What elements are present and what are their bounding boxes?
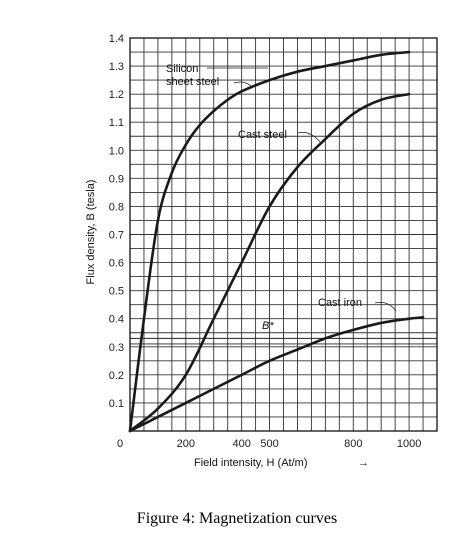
curves bbox=[128, 50, 425, 433]
label-sheet-steel: sheet steel bbox=[166, 76, 219, 88]
tick-labels: 0.1 0.2 0.3 0.4 0.5 0.6 0.7 0.8 0.9 1.0 1.1 1.2 1.3 1… bbox=[109, 33, 422, 450]
x-axis-arrow: → bbox=[358, 457, 369, 469]
x-tick-label: 0 bbox=[117, 438, 123, 450]
y-tick-label: 1.2 bbox=[109, 89, 124, 101]
curve-cast-iron bbox=[128, 316, 425, 433]
x-tick-label: 1000 bbox=[397, 438, 421, 450]
label-silicon: Silicon bbox=[166, 63, 198, 75]
y-tick-label: 1.1 bbox=[109, 117, 124, 129]
y-tick-label: 0.7 bbox=[109, 230, 124, 242]
y-tick-label: 0.1 bbox=[109, 398, 124, 410]
y-tick-label: 0.2 bbox=[109, 370, 124, 382]
x-tick-label: 500 bbox=[260, 438, 278, 450]
y-tick-label: 1.4 bbox=[109, 33, 124, 45]
y-tick-label: 0.9 bbox=[109, 173, 124, 185]
curve-silicon-sheet-steel bbox=[128, 50, 411, 433]
reference-lines bbox=[130, 337, 437, 345]
plot-border bbox=[129, 37, 438, 432]
leader-cast-iron bbox=[374, 301, 397, 312]
y-tick-label: 0.8 bbox=[109, 201, 124, 213]
y-tick-label: 0.3 bbox=[109, 342, 124, 354]
curve-cast-steel bbox=[128, 92, 411, 433]
label-cast-steel: Cast steel bbox=[238, 129, 287, 141]
x-tick-label: 200 bbox=[177, 438, 195, 450]
y-tick-label: 1.0 bbox=[109, 145, 124, 157]
x-axis-title: Field intensity, H (At/m) bbox=[194, 457, 308, 469]
leader-cast-steel bbox=[297, 132, 321, 143]
leader-sheet-steel bbox=[233, 81, 252, 87]
x-tick-label: 400 bbox=[232, 438, 250, 450]
figure-caption: Figure 4: Magnetization curves bbox=[136, 510, 338, 527]
y-tick-label: 0.5 bbox=[109, 286, 124, 298]
y-tick-label: 0.6 bbox=[109, 258, 124, 270]
label-cast-iron: Cast iron bbox=[318, 297, 362, 309]
y-axis-title: Flux density, B (tesla) bbox=[85, 180, 97, 285]
annotation-b-star: B* bbox=[262, 320, 274, 332]
y-tick-label: 0.4 bbox=[109, 314, 124, 326]
x-tick-label: 800 bbox=[344, 438, 362, 450]
y-tick-label: 1.3 bbox=[109, 61, 124, 73]
magnetization-chart: 0.1 0.2 0.3 0.4 0.5 0.6 0.7 0.8 0.9 1.0 1.1 1.2 1.3 1… bbox=[85, 33, 438, 469]
plot-frame bbox=[129, 37, 438, 432]
